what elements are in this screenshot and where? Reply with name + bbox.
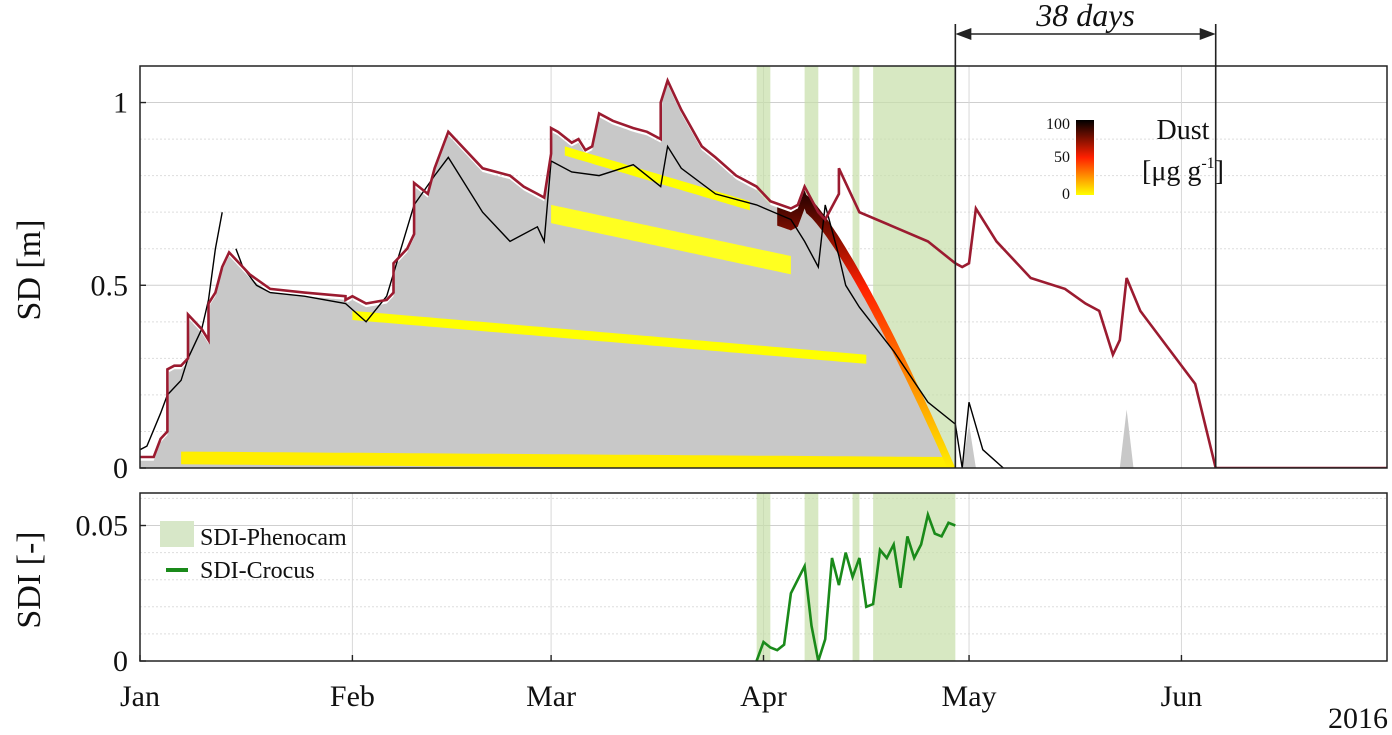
annotation-arrow-left-head	[955, 28, 972, 40]
legend-label-phenocam: SDI-Phenocam	[200, 525, 347, 551]
dust-layer-bottom	[181, 451, 949, 468]
x-tick-label: Jan	[120, 680, 160, 713]
y-axis-label: SDI [-]	[11, 531, 48, 628]
snow-depth-panel: 00.51 SD [m] 100 50 0 Dust [μg g-1]	[11, 65, 1388, 485]
plot-frame	[139, 65, 1388, 469]
sdi-panel: 00.05 SDI [-] SDI-Phenocam SDI-Crocus	[11, 492, 1388, 678]
colorbar-tick-100: 100	[1046, 116, 1070, 133]
annotation-arrow-right-head	[1199, 28, 1216, 40]
may-snowfall-area	[962, 424, 976, 468]
y-tick-label: 0	[113, 645, 128, 678]
dust-layer-february	[564, 146, 750, 211]
phenocam-band	[804, 493, 819, 661]
phenocam-band	[756, 493, 771, 661]
legend-label-crocus: SDI-Crocus	[200, 558, 315, 584]
legend-swatch-phenocam	[160, 521, 194, 547]
observed-line	[140, 77, 1387, 468]
colorbar-unit: [μg g-1]	[1142, 155, 1224, 187]
colorbar: 100 50 0 Dust [μg g-1]	[1046, 115, 1224, 203]
colorbar-tick-50: 50	[1054, 149, 1070, 166]
colorbar-gradient	[1076, 120, 1094, 195]
y-axis-label: SD [m]	[11, 219, 48, 320]
year-label: 2016	[1328, 702, 1388, 735]
x-tick-label: Apr	[740, 680, 787, 713]
simulated-snowpack-area	[140, 84, 956, 468]
x-tick-label: Jun	[1161, 680, 1203, 713]
x-axis-ticks: Jan Feb Mar Apr May Jun	[120, 655, 1202, 713]
duration-annotation: 38 days	[954, 0, 1217, 468]
colorbar-title: Dust	[1157, 115, 1210, 146]
x-tick-label: May	[942, 680, 997, 713]
y-tick-label: 0	[113, 452, 128, 485]
dust-layer-mid	[352, 310, 867, 364]
x-tick-label: Mar	[526, 680, 576, 713]
phenocam-band	[873, 493, 956, 661]
phenocam-band	[852, 493, 860, 661]
legend: SDI-Phenocam SDI-Crocus	[160, 521, 347, 584]
dust-surface-concentrated	[777, 190, 956, 468]
sdi-crocus-line	[755, 510, 956, 661]
late-may-snowfall-area	[1119, 409, 1134, 468]
y-axis-ticks: 00.51	[91, 87, 146, 485]
y-tick-label: 1	[113, 87, 128, 120]
y-tick-label: 0.5	[91, 269, 129, 302]
y-tick-label: 0.05	[76, 510, 129, 543]
dust-layer-march	[551, 204, 791, 275]
simulated-line	[140, 144, 1004, 468]
annotation-label: 38 days	[1035, 0, 1135, 33]
phenocam-bands	[756, 493, 956, 661]
colorbar-tick-0: 0	[1062, 186, 1070, 203]
x-tick-label: Feb	[330, 680, 375, 713]
y-axis-ticks: 00.05	[76, 510, 146, 678]
